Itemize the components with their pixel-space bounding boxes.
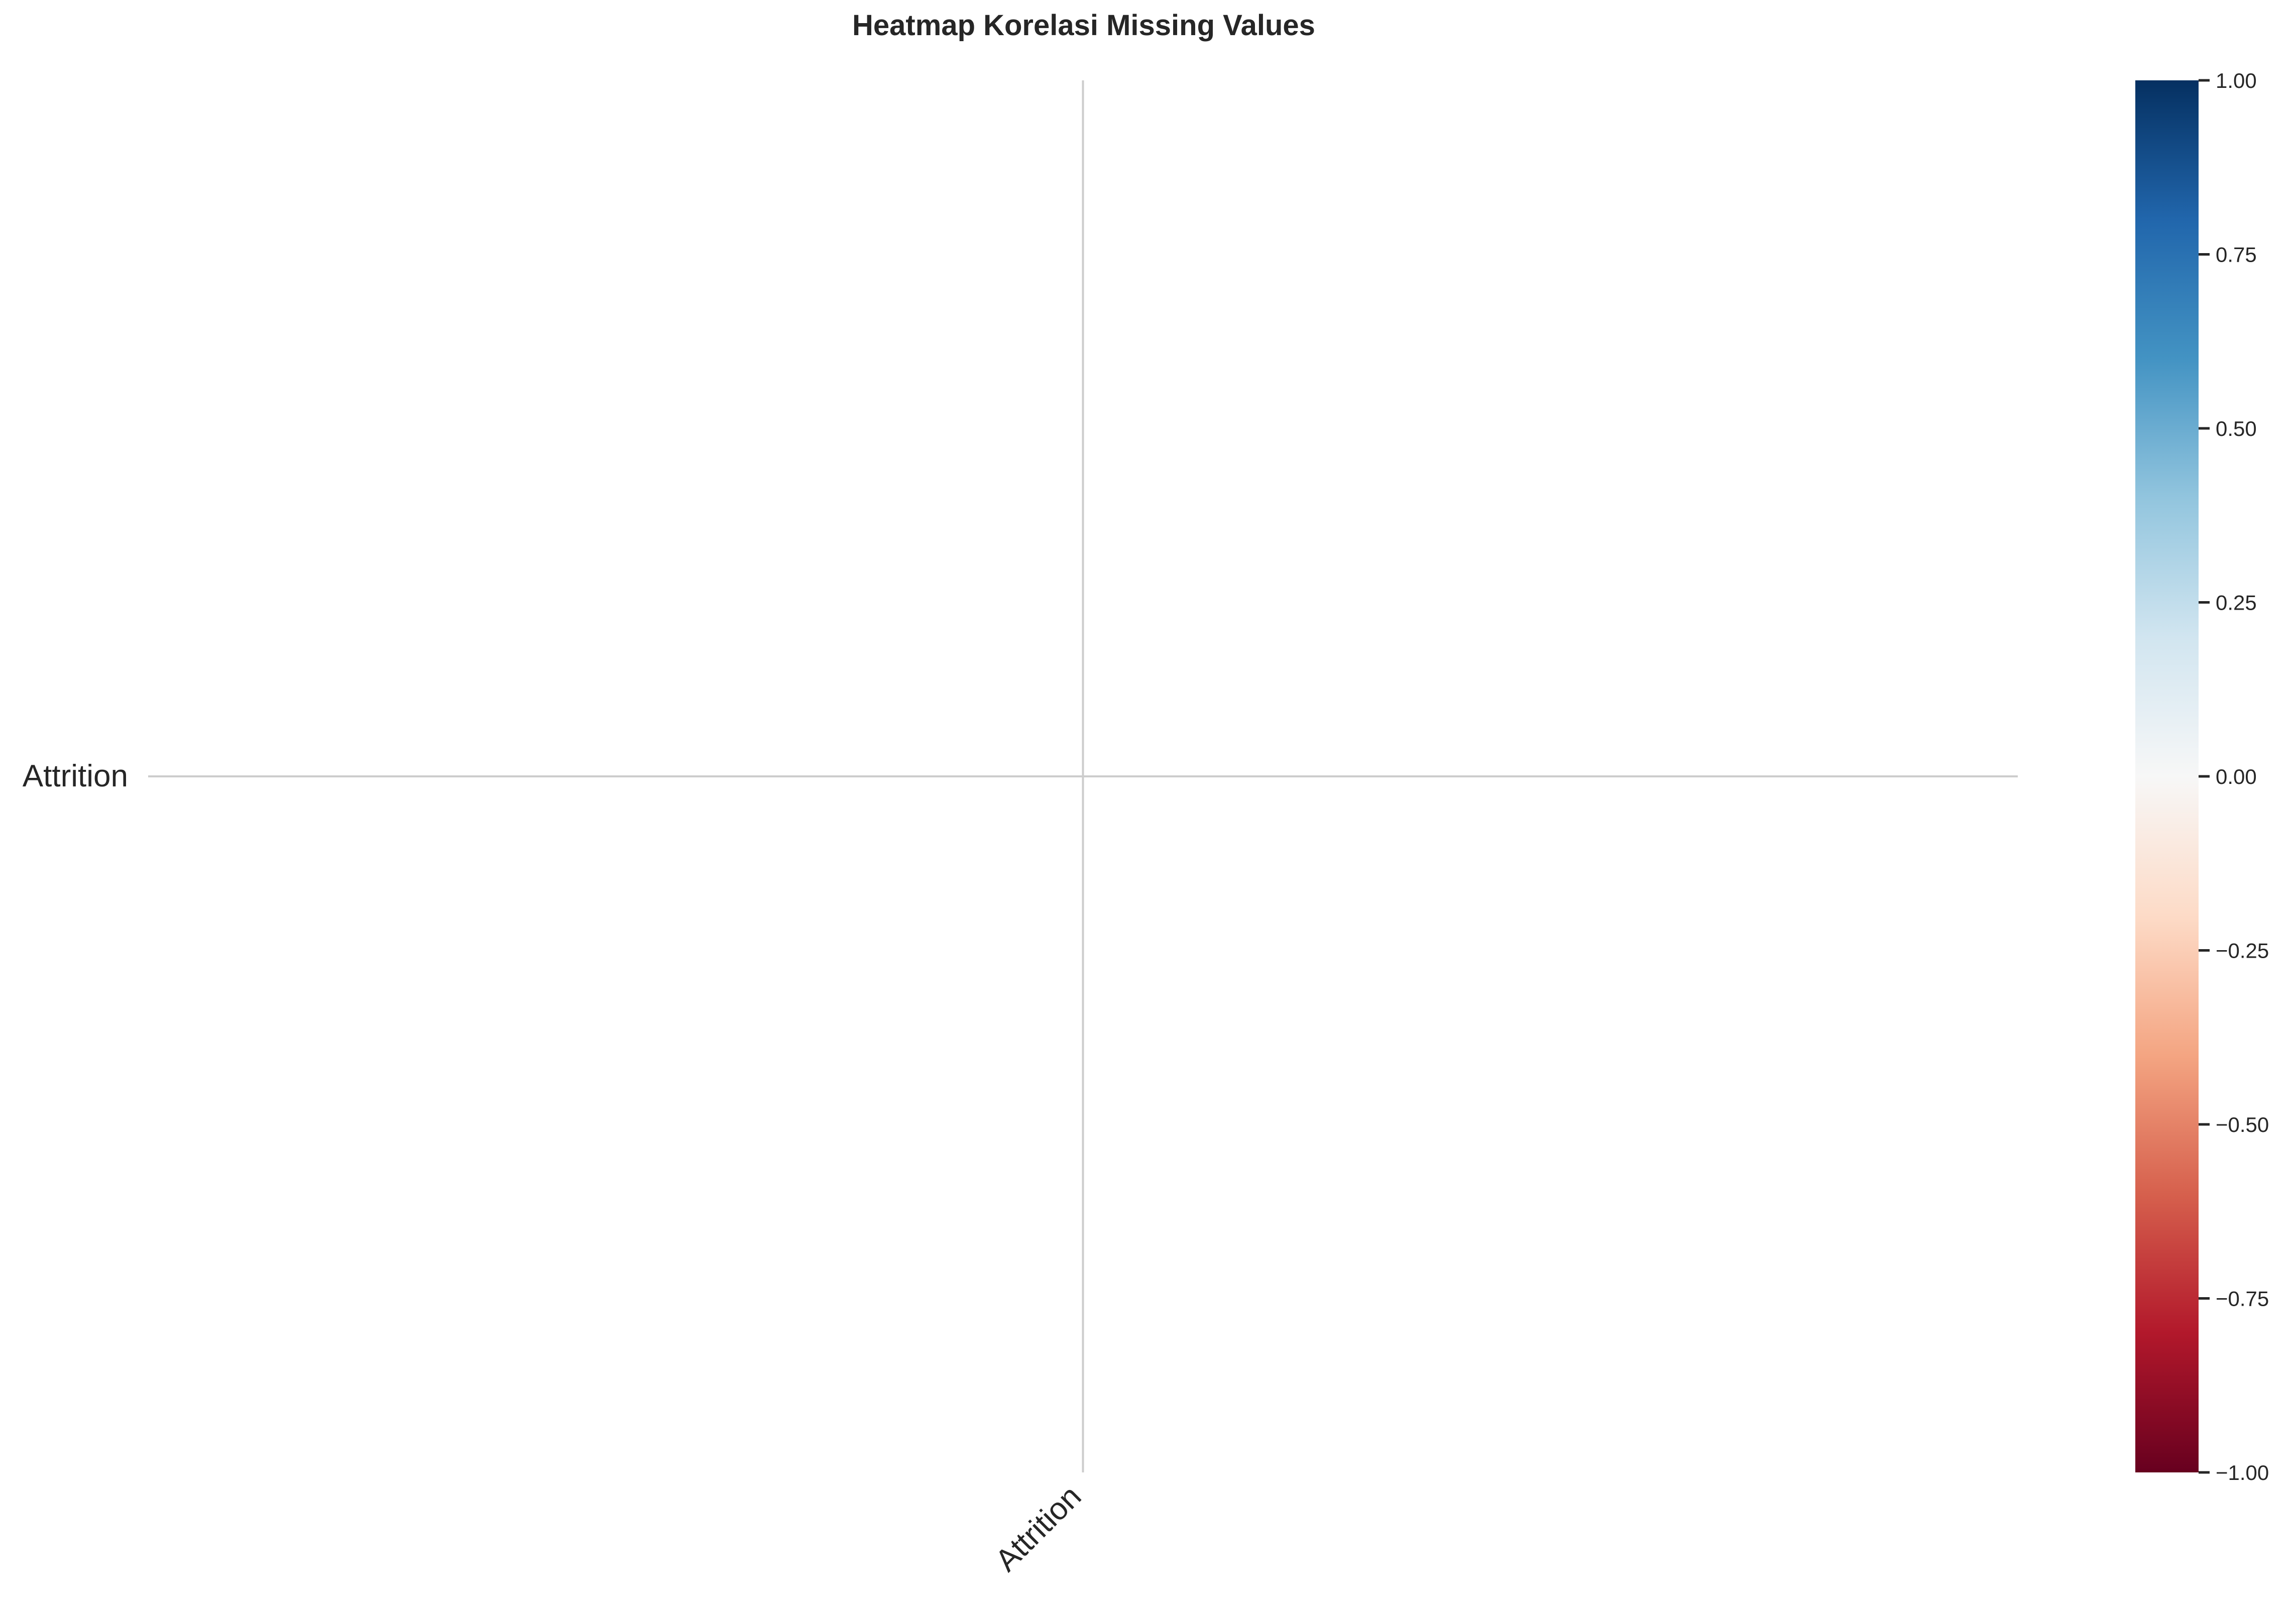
row-labels: Attrition: [23, 759, 128, 793]
column-labels: Attrition: [989, 1479, 1088, 1578]
colorbar-gradient: [2135, 80, 2199, 1472]
colorbar-tick-label: −1.00: [2216, 1461, 2269, 1484]
colorbar-tick-label: 0.50: [2216, 417, 2257, 440]
colorbar-tick-label: −0.25: [2216, 939, 2269, 963]
colorbar-tick-label: 1.00: [2216, 69, 2257, 92]
colorbar-tick-label: −0.50: [2216, 1113, 2269, 1136]
colorbar: 1.00 0.75 0.50 0.25 0.00 −0.25 −0.50 −0.75 −1.00: [2135, 69, 2269, 1484]
colorbar-tick-label: 0.75: [2216, 243, 2257, 267]
colorbar-tick-label: −0.75: [2216, 1287, 2269, 1311]
colorbar-tick-label: 0.25: [2216, 591, 2257, 615]
plot-area: [148, 80, 2018, 1472]
row-label: Attrition: [23, 759, 128, 793]
column-label: Attrition: [989, 1479, 1088, 1578]
colorbar-tick-label: 0.00: [2216, 765, 2257, 788]
chart-title: Heatmap Korelasi Missing Values: [852, 9, 1315, 42]
